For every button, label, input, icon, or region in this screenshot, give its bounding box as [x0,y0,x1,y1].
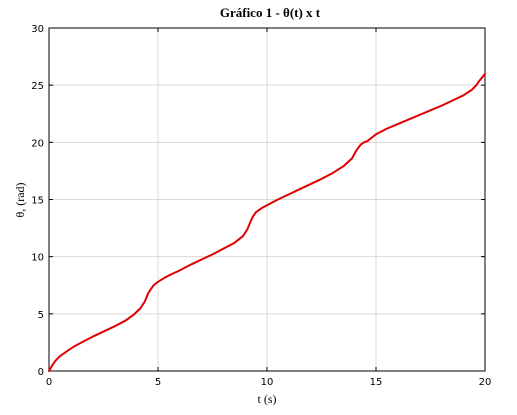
y-tick-label: 5 [38,310,44,321]
x-tick-label: 0 [46,377,52,388]
x-tick-label: 5 [155,377,161,388]
y-tick-label: 30 [31,24,44,35]
x-axis-label: t (s) [258,392,277,406]
x-tick-label: 20 [479,377,492,388]
y-tick-label: 25 [31,81,44,92]
chart-title: Gráfico 1 - θ(t) x t [220,5,321,20]
x-tick-label: 10 [261,377,274,388]
series-layer [48,72,486,372]
grid [49,28,485,371]
ticks: 0 5 10 15 20 0 5 10 15 20 25 30 [31,24,491,388]
y-tick-label: 10 [31,253,44,264]
y-tick-label: 15 [31,196,44,207]
y-tick-label: 20 [31,138,44,149]
y-tick-label: 0 [38,367,44,378]
x-tick-label: 15 [370,377,383,388]
series-line [48,72,486,372]
y-axis-label: θ, (rad) [13,182,27,217]
